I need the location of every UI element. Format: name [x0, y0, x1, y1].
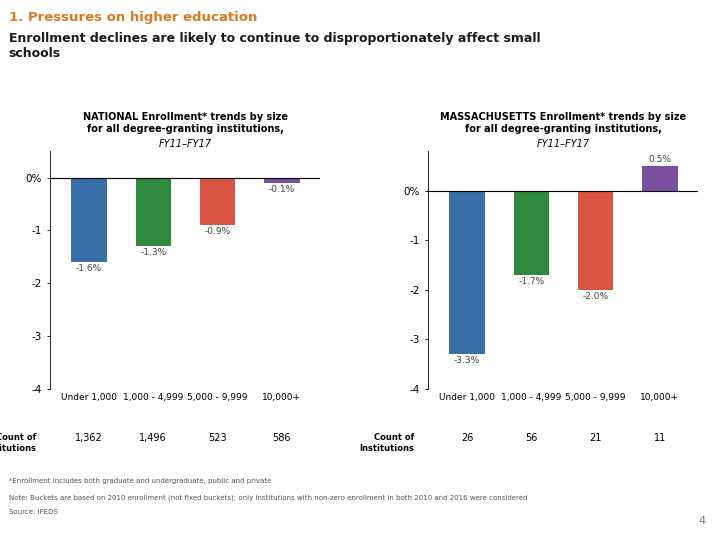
Text: Count of
Institutions: Count of Institutions [0, 433, 36, 453]
Bar [200, 178, 235, 225]
Text: 56: 56 [525, 433, 537, 443]
Text: 1. Pressures on higher education: 1. Pressures on higher education [9, 11, 257, 24]
Title: NATIONAL Enrollment* trends by size
for all degree-granting institutions,: NATIONAL Enrollment* trends by size for … [83, 112, 288, 134]
Text: 0.5%: 0.5% [648, 155, 671, 164]
Bar [513, 191, 549, 275]
Text: 586: 586 [273, 433, 291, 443]
Text: -1.3%: -1.3% [140, 248, 166, 258]
Text: 1,496: 1,496 [140, 433, 167, 443]
Text: -0.1%: -0.1% [269, 185, 295, 194]
Text: -2.0%: -2.0% [582, 292, 608, 301]
Text: -3.3%: -3.3% [454, 356, 480, 365]
Text: Count of
Institutions: Count of Institutions [359, 433, 414, 453]
Bar [578, 191, 613, 290]
Text: 21: 21 [590, 433, 602, 443]
Bar [135, 178, 171, 246]
Text: FY11–FY17: FY11–FY17 [537, 139, 590, 149]
Text: -1.7%: -1.7% [518, 277, 544, 286]
Text: 4: 4 [698, 516, 706, 526]
Text: 523: 523 [208, 433, 227, 443]
Text: Note: Buckets are based on 2010 enrollment (not fixed buckets); only institution: Note: Buckets are based on 2010 enrollme… [9, 494, 527, 501]
Text: Source: IPEDS: Source: IPEDS [9, 509, 58, 515]
Bar [264, 178, 300, 183]
Text: *Enrollment includes both graduate and undergraduate, public and private: *Enrollment includes both graduate and u… [9, 478, 271, 484]
Text: 1,362: 1,362 [75, 433, 103, 443]
Text: -0.9%: -0.9% [204, 227, 230, 236]
Title: MASSACHUSETTS Enrollment* trends by size
for all degree-granting institutions,: MASSACHUSETTS Enrollment* trends by size… [441, 112, 686, 134]
Text: 11: 11 [654, 433, 666, 443]
Text: FY11–FY17: FY11–FY17 [159, 139, 212, 149]
Text: Enrollment declines are likely to continue to disproportionately affect small
sc: Enrollment declines are likely to contin… [9, 32, 540, 60]
Bar [71, 178, 107, 262]
Bar [449, 191, 485, 354]
Text: 26: 26 [461, 433, 473, 443]
Bar [642, 166, 678, 191]
Text: -1.6%: -1.6% [76, 264, 102, 273]
